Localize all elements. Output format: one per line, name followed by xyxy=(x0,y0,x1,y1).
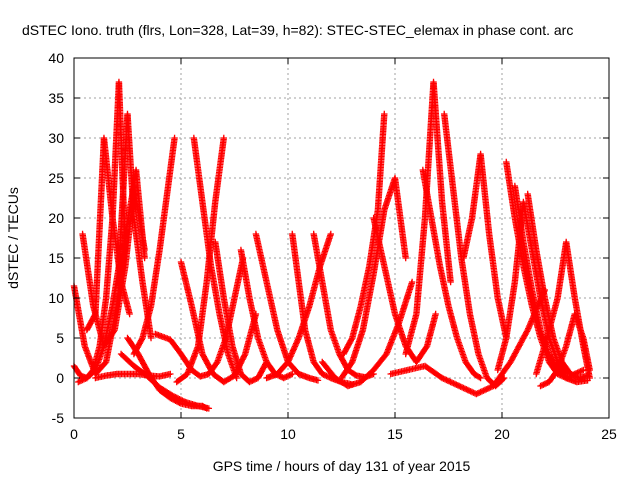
data-point xyxy=(281,374,289,381)
data-point xyxy=(250,376,257,384)
data-point xyxy=(171,134,178,142)
data-point xyxy=(241,352,248,359)
data-point xyxy=(220,134,227,142)
data-point xyxy=(246,378,253,386)
data-point xyxy=(284,372,292,380)
series-17 xyxy=(252,230,322,384)
data-point xyxy=(126,310,133,318)
data-point xyxy=(324,373,332,380)
data-point xyxy=(110,328,118,335)
data-point xyxy=(80,376,88,383)
data-point xyxy=(348,336,355,343)
data-point xyxy=(173,394,180,401)
series-14 xyxy=(212,238,270,386)
series-5 xyxy=(83,134,133,334)
data-points xyxy=(70,78,593,412)
series-23 xyxy=(370,214,439,366)
data-point xyxy=(408,278,416,286)
chart-title: dSTEC Iono. truth (flrs, Lon=328, Lat=39… xyxy=(22,22,573,38)
data-point xyxy=(147,334,155,342)
data-point xyxy=(327,230,334,238)
data-point xyxy=(283,373,290,380)
series-6 xyxy=(92,370,174,382)
series-20 xyxy=(319,278,416,390)
data-point xyxy=(251,376,259,383)
data-point xyxy=(289,370,296,378)
data-point xyxy=(179,397,186,404)
data-point xyxy=(323,372,330,380)
data-point xyxy=(319,370,326,378)
data-point xyxy=(169,392,176,399)
data-point xyxy=(170,393,178,400)
series-26 xyxy=(441,110,508,390)
series-8 xyxy=(117,350,213,412)
data-point xyxy=(205,405,213,412)
data-point xyxy=(320,371,327,378)
data-point xyxy=(138,336,145,343)
data-point xyxy=(177,396,185,404)
data-point xyxy=(180,398,188,405)
series-9 xyxy=(130,134,178,358)
data-point xyxy=(141,254,148,262)
series-4 xyxy=(79,166,148,350)
data-point xyxy=(75,378,82,386)
data-point xyxy=(249,377,256,384)
data-point xyxy=(381,110,388,118)
data-point xyxy=(277,373,285,380)
data-point xyxy=(314,377,322,384)
data-point xyxy=(77,377,85,384)
data-point xyxy=(432,310,439,318)
data-point xyxy=(172,393,179,401)
data-point xyxy=(174,395,182,402)
data-point xyxy=(167,370,174,378)
data-point xyxy=(447,278,454,286)
series-13 xyxy=(177,258,260,386)
data-point xyxy=(176,395,183,403)
data-point xyxy=(286,372,293,379)
data-point xyxy=(402,254,409,262)
data-point xyxy=(79,376,86,384)
data-point xyxy=(247,378,255,385)
data-point xyxy=(287,371,295,378)
series-24 xyxy=(402,78,454,358)
data-point xyxy=(76,378,83,385)
data-point xyxy=(91,312,98,319)
series-16 xyxy=(263,230,334,382)
data-point xyxy=(280,374,287,382)
data-point xyxy=(321,372,329,379)
series-15 xyxy=(237,246,296,382)
